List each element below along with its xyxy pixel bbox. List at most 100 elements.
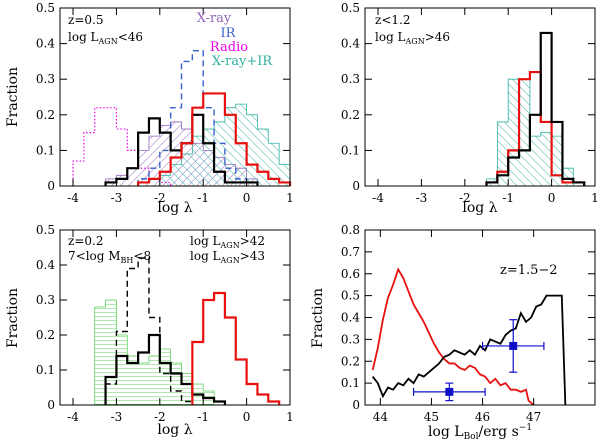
legend-xray-ir: X-ray+IR — [212, 54, 274, 69]
y-tick-label: 0.4 — [36, 258, 55, 272]
panel-bottom-left-ticks: -4 -3 -2 -1 0 1 0 0.1 0.2 0.3 0.4 0.5 — [36, 223, 294, 424]
panel-bottom-left-xlabel: log λ — [157, 422, 192, 438]
panel-bottom-left-mass-range: <8 — [133, 249, 151, 263]
panel-top-left: -4 -3 -2 -1 0 1 0 0.1 0.2 0.3 0.4 0.5 Fraction log … — [5, 1, 294, 216]
panel-bottom-right-marks — [371, 267, 567, 406]
histogram-ir — [137, 50, 248, 186]
x-tick-label: 1 — [591, 191, 599, 205]
panel-top-right-lum-range: >46 — [425, 30, 450, 44]
y-tick-label: 0.5 — [341, 1, 360, 15]
y-tick-label: 0.1 — [36, 143, 55, 157]
x-tick-label: 45 — [424, 410, 439, 424]
y-tick-label: 0.3 — [341, 72, 360, 86]
x-tick-label: -1 — [197, 191, 209, 205]
panel-bottom-left-annotation-mass: 7<log MBH<8 — [68, 249, 151, 265]
errorbar-point — [481, 319, 545, 373]
y-tick-label: 0.4 — [341, 37, 360, 51]
histogram-red — [191, 291, 281, 405]
panel-bottom-right-xlabel-tail: /erg s — [478, 424, 518, 440]
panel-bottom-left-lum42-sub: AGN — [220, 241, 240, 250]
x-tick-label: 44 — [373, 410, 389, 424]
x-tick-label: -1 — [502, 191, 514, 205]
legend-ir: IR — [221, 26, 237, 41]
y-tick-label: 0.1 — [36, 363, 55, 377]
panel-bottom-left-lum42-range: >42 — [240, 234, 265, 248]
y-tick-label: 0.5 — [36, 1, 55, 15]
panel-top-right-frame — [364, 7, 596, 187]
x-tick-label: -3 — [416, 191, 428, 205]
panel-bottom-right: 44 45 46 47 0 0.1 0.2 0.3 0.4 0.5 0.6 0.7 0.8 Fracti… — [310, 223, 596, 442]
histogram-red — [137, 92, 292, 186]
panel-bottom-left-lum43-range: >43 — [240, 249, 265, 263]
panel-top-right-annotation-z: z<1.2 — [375, 13, 410, 27]
histogram-red — [485, 70, 586, 186]
errorbar-marker — [509, 341, 518, 350]
x-tick-label: 47 — [526, 410, 541, 424]
x-tick-label: -2 — [154, 191, 166, 205]
panel-bottom-left-lum43-sub: AGN — [220, 256, 240, 265]
y-tick-label: 0.7 — [341, 245, 360, 259]
y-tick-label: 0.5 — [36, 223, 55, 237]
line-red — [371, 267, 535, 406]
y-tick-label: 0.2 — [36, 328, 55, 342]
panel-bottom-right-ticks: 44 45 46 47 0 0.1 0.2 0.3 0.4 0.5 0.6 0.7 0.8 — [341, 223, 595, 424]
line-black — [371, 294, 567, 406]
panel-top-left-xlabel: log λ — [157, 200, 192, 216]
x-tick-label: -2 — [154, 410, 166, 424]
x-tick-label: 0 — [548, 191, 556, 205]
panel-bottom-right-xlabel: log LBol/erg s−1 — [428, 423, 532, 442]
y-tick-label: 0.1 — [341, 376, 360, 390]
histogram-black — [104, 113, 259, 186]
panel-bottom-left-lum43-log: log L — [190, 249, 221, 263]
y-tick-label: 0.2 — [341, 354, 360, 368]
panel-top-left-lum-sub: AGN — [98, 37, 118, 46]
y-tick-label: 0.4 — [36, 37, 55, 51]
x-tick-label: -1 — [197, 410, 209, 424]
panel-top-left-annotation-lum: log LAGN<46 — [68, 30, 143, 46]
panel-bottom-left-frame — [59, 229, 291, 406]
histogram-radio — [72, 107, 172, 186]
panel-bottom-left-annotation-z: z=0.2 — [68, 234, 103, 248]
legend-radio: Radio — [210, 40, 248, 55]
panel-bottom-right-xlabel-log: log L — [428, 424, 464, 440]
histogram-green — [94, 299, 215, 405]
panel-bottom-right-annotation-z: z=1.5−2 — [500, 263, 558, 278]
x-tick-label: -3 — [111, 410, 123, 424]
y-tick-label: 0.3 — [341, 332, 360, 346]
y-tick-label: 0 — [47, 179, 55, 193]
histogram-black — [485, 31, 586, 186]
panel-bottom-left-mass-sub: BH — [121, 256, 134, 265]
panel-top-left-ticks: -4 -3 -2 -1 0 1 0 0.1 0.2 0.3 0.4 0.5 — [36, 1, 294, 205]
panel-top-right-annotation-lum: log LAGN>46 — [375, 30, 450, 46]
y-tick-label: 0.2 — [341, 108, 360, 122]
panel-top-right-xlabel: log λ — [462, 200, 497, 216]
panel-bottom-left-mass-log: 7<log M — [68, 249, 121, 263]
y-tick-label: 0.8 — [341, 223, 360, 237]
panel-top-left-ylabel: Fraction — [5, 67, 21, 127]
panel-bottom-left-annotation-lum42: log LAGN>42 — [190, 234, 265, 250]
y-tick-label: 0.5 — [341, 289, 360, 303]
histogram-dashed-black — [104, 257, 194, 405]
y-tick-label: 0 — [47, 398, 55, 412]
y-tick-label: 0.1 — [341, 143, 360, 157]
histogram-black — [104, 333, 227, 405]
x-tick-label: -4 — [67, 191, 79, 205]
y-tick-label: 0 — [352, 179, 360, 193]
panel-bottom-right-xlabel-sup: −1 — [519, 423, 532, 433]
legend-xray: X-ray — [197, 11, 232, 26]
y-tick-label: 0.6 — [341, 267, 360, 281]
x-tick-label: 0 — [243, 410, 251, 424]
x-tick-label: -4 — [372, 191, 384, 205]
panel-top-left-annotation-z: z=0.5 — [68, 13, 103, 27]
panel-top-right-ticks: -4 -3 -2 -1 0 1 0 0.1 0.2 0.3 0.4 0.5 — [341, 1, 599, 205]
panel-bottom-left: -4 -3 -2 -1 0 1 0 0.1 0.2 0.3 0.4 0.5 Fraction log … — [5, 223, 294, 438]
panel-bottom-right-frame — [364, 229, 596, 406]
panel-bottom-left-ylabel: Fraction — [5, 288, 21, 348]
y-tick-label: 0.3 — [36, 72, 55, 86]
x-tick-label: 1 — [286, 191, 294, 205]
x-tick-label: 46 — [475, 410, 490, 424]
panel-top-left-frame — [59, 7, 291, 187]
panel-top-left-lum-range: <46 — [118, 30, 143, 44]
x-tick-label: 1 — [286, 410, 294, 424]
